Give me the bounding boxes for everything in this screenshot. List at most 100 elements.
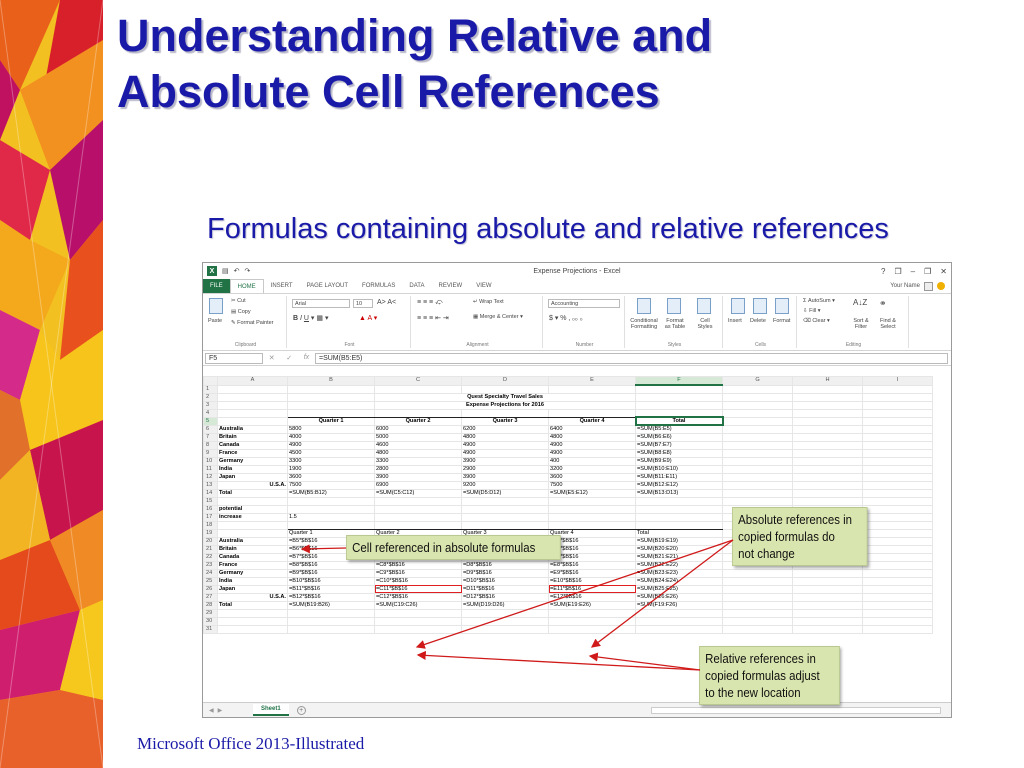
cell[interactable]: 3600	[287, 472, 375, 482]
cell[interactable]: 6400	[548, 424, 636, 434]
cell[interactable]: Germany	[217, 456, 288, 466]
cell[interactable]: 4800	[374, 448, 462, 458]
cell[interactable]: =D9*$B$16	[461, 568, 549, 578]
column-header[interactable]: H	[792, 376, 863, 386]
cell[interactable]	[862, 408, 933, 418]
cell-grid[interactable]: A B C D E F G H I 1 2 Quest Specialty Trav…	[203, 376, 933, 634]
cell[interactable]: =E7*$B$16	[548, 552, 636, 562]
bold-italic-underline-buttons[interactable]: B I U ▾ ▦ ▾	[293, 315, 329, 322]
row-header[interactable]: 8	[203, 440, 218, 450]
find-select-icon[interactable]: ⚭	[879, 298, 887, 308]
cell[interactable]	[722, 608, 793, 618]
cell[interactable]: 1900	[287, 464, 375, 474]
cell[interactable]	[862, 392, 933, 402]
cell[interactable]: 2800	[374, 464, 462, 474]
cell[interactable]	[862, 608, 933, 618]
cell[interactable]	[461, 616, 549, 626]
merge-center-button[interactable]: ▦ Merge & Center ▾	[473, 314, 523, 320]
cell[interactable]	[461, 504, 549, 514]
sheet-nav-arrows[interactable]: ◀▶	[209, 707, 227, 714]
cell[interactable]	[461, 512, 549, 522]
cell[interactable]	[862, 400, 933, 410]
cell[interactable]: =SUM(B9:E9)	[635, 456, 723, 466]
cell[interactable]: 6200	[461, 424, 549, 434]
cell[interactable]	[862, 440, 933, 450]
column-header[interactable]: B	[287, 376, 375, 386]
cell[interactable]: 4900	[548, 448, 636, 458]
row-header[interactable]: 1	[203, 384, 218, 394]
tab-page-layout[interactable]: PAGE LAYOUT	[306, 283, 349, 289]
format-as-table-button[interactable]: Format as Table	[664, 318, 686, 330]
cell[interactable]	[722, 480, 793, 490]
cell[interactable]: =SUM(E19:E26)	[548, 600, 636, 610]
row-header[interactable]: 26	[203, 584, 218, 594]
cell[interactable]: =SUM(B26:E26)	[635, 592, 723, 602]
cell[interactable]	[635, 512, 723, 522]
cell[interactable]: 1.5	[287, 512, 375, 522]
cell[interactable]: 4800	[461, 432, 549, 442]
formula-input[interactable]: =SUM(B5:E5)	[315, 352, 948, 364]
autosum-button[interactable]: Σ AutoSum ▾	[803, 298, 835, 304]
cell[interactable]: =B12*$B$16	[287, 592, 375, 602]
cell[interactable]	[792, 488, 863, 498]
cell[interactable]	[862, 456, 933, 466]
cell[interactable]	[792, 432, 863, 442]
cell[interactable]: =SUM(B23:E23)	[635, 568, 723, 578]
cell[interactable]: 7500	[548, 480, 636, 490]
cell[interactable]: 9200	[461, 480, 549, 490]
cell[interactable]: Total	[634, 416, 724, 426]
cell[interactable]: 3900	[374, 472, 462, 482]
cell[interactable]	[722, 392, 793, 402]
cell[interactable]: =SUM(E5:E12)	[548, 488, 636, 498]
cell[interactable]	[792, 600, 863, 610]
cell[interactable]	[635, 496, 723, 506]
cell[interactable]: =D8*$B$16	[461, 560, 549, 570]
cell[interactable]: Britain	[217, 544, 288, 554]
cell[interactable]: 4900	[548, 440, 636, 450]
cell[interactable]	[217, 408, 288, 418]
cell[interactable]: =B9*$B$16	[287, 568, 375, 578]
cell[interactable]	[217, 616, 288, 626]
cell[interactable]	[792, 392, 863, 402]
cell[interactable]	[862, 576, 933, 586]
cell[interactable]: 3900	[461, 456, 549, 466]
cell[interactable]	[374, 520, 462, 530]
cell[interactable]	[287, 408, 375, 418]
cell[interactable]: =B8*$B$16	[287, 560, 375, 570]
row-header[interactable]: 17	[203, 512, 218, 522]
cell[interactable]: =E6*$B$16	[548, 544, 636, 554]
cell[interactable]	[217, 416, 288, 426]
cell[interactable]	[217, 520, 288, 530]
cell[interactable]	[862, 552, 933, 562]
cell[interactable]	[862, 432, 933, 442]
column-header[interactable]: F	[635, 376, 723, 386]
cell[interactable]	[217, 608, 288, 618]
cell[interactable]	[862, 536, 933, 546]
font-size-buttons[interactable]: A˃ A˂	[377, 299, 397, 306]
cell[interactable]	[792, 576, 863, 586]
cell[interactable]	[635, 392, 723, 402]
fill-button[interactable]: ⇩ Fill ▾	[803, 308, 821, 314]
cell[interactable]	[635, 400, 723, 410]
cell[interactable]: Britain	[217, 432, 288, 442]
cell[interactable]: Quest Specialty Travel Sales	[374, 392, 636, 402]
cell[interactable]: 3900	[461, 472, 549, 482]
font-color-button[interactable]: ▲ A ▾	[359, 315, 378, 322]
cell[interactable]	[792, 608, 863, 618]
find-select-button[interactable]: Find & Select	[880, 318, 896, 330]
cell[interactable]: 3200	[548, 464, 636, 474]
cell[interactable]	[722, 592, 793, 602]
cell[interactable]: =SUM(B5:B12)	[287, 488, 375, 498]
cell[interactable]	[635, 616, 723, 626]
cell[interactable]	[374, 384, 462, 394]
cell[interactable]	[792, 424, 863, 434]
cell[interactable]: =C10*$B$16	[374, 576, 462, 586]
row-header[interactable]: 3	[203, 400, 218, 410]
cell[interactable]: 5000	[374, 432, 462, 442]
column-header[interactable]: A	[217, 376, 288, 386]
cell[interactable]: =D11*$B$16	[461, 584, 549, 594]
tab-insert[interactable]: INSERT	[270, 283, 293, 289]
cell[interactable]	[217, 528, 288, 538]
cell[interactable]: =SUM(B24:E24)	[635, 576, 723, 586]
cell[interactable]	[722, 384, 793, 394]
